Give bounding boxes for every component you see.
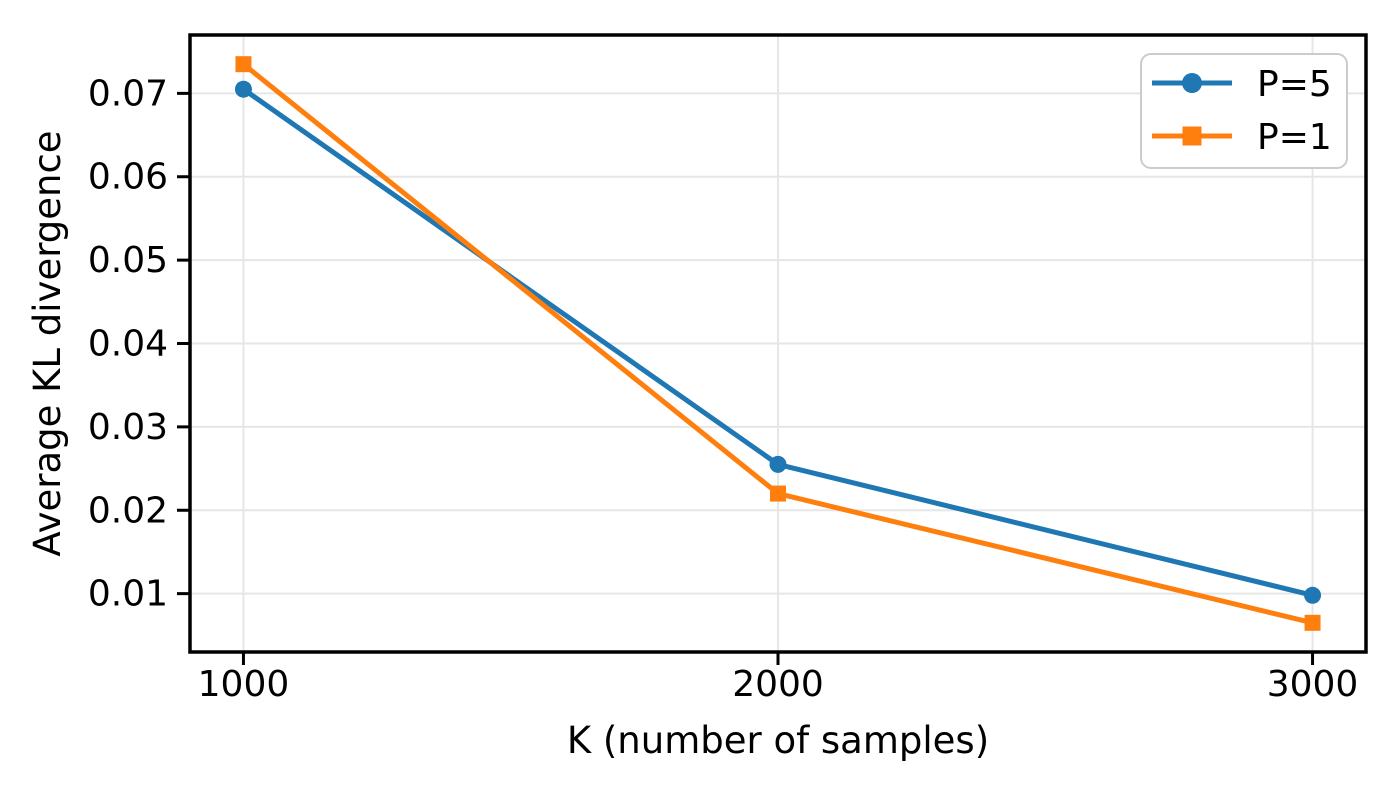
legend-label: P=1 bbox=[1257, 117, 1332, 158]
legend-marker-square bbox=[1182, 126, 1202, 146]
x-tick-label: 1000 bbox=[198, 664, 290, 705]
y-tick-label: 0.06 bbox=[88, 157, 168, 198]
legend-label: P=5 bbox=[1257, 64, 1332, 105]
y-tick-label: 0.01 bbox=[88, 574, 168, 615]
x-tick-label: 3000 bbox=[1267, 664, 1359, 705]
data-point-marker-circle bbox=[769, 455, 787, 473]
data-point-marker-circle bbox=[1304, 586, 1322, 604]
data-point-marker-square bbox=[770, 485, 786, 502]
y-tick-label: 0.07 bbox=[88, 73, 168, 114]
y-tick-label: 0.03 bbox=[88, 407, 168, 448]
data-point-marker-square bbox=[1304, 614, 1321, 631]
legend-marker-circle bbox=[1182, 73, 1202, 93]
y-tick-label: 0.05 bbox=[88, 240, 168, 281]
y-axis-label: Average KL divergence bbox=[26, 130, 69, 556]
x-axis-label: K (number of samples) bbox=[567, 719, 989, 762]
y-tick-label: 0.04 bbox=[88, 324, 168, 365]
y-tick-label: 0.02 bbox=[88, 490, 168, 531]
x-tick-label: 2000 bbox=[732, 664, 824, 705]
data-point-marker-square bbox=[235, 56, 252, 73]
data-point-marker-circle bbox=[234, 80, 252, 98]
